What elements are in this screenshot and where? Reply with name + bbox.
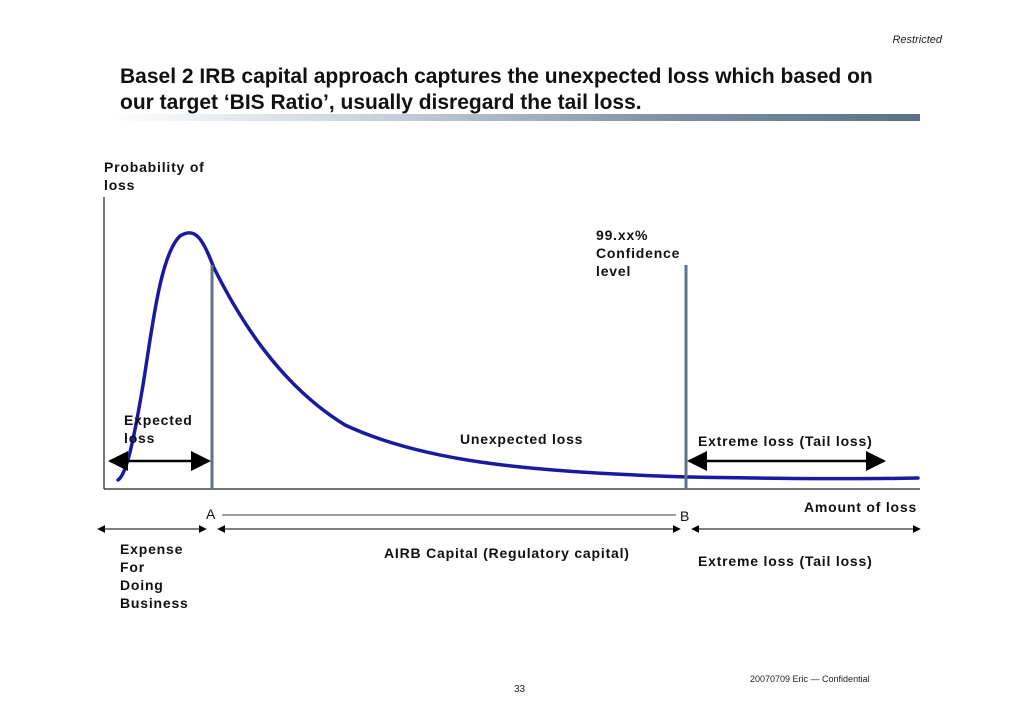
- extreme-loss-lower-label: Extreme loss (Tail loss): [698, 553, 873, 569]
- x-axis-label: Amount of loss: [804, 499, 918, 515]
- restricted-label: Restricted: [892, 34, 942, 46]
- expense-for-doing-business-label: Expense For Doing Business: [120, 541, 189, 611]
- unexpected-loss-label: Unexpected loss: [460, 431, 584, 447]
- loss-distribution-curve: [116, 231, 920, 482]
- confidence-level-label: 99.xx% Confidence level: [596, 227, 681, 279]
- page-title: Basel 2 IRB capital approach captures th…: [120, 64, 940, 116]
- marker-b-label: B: [680, 508, 690, 524]
- title-line-2: our target ‘BIS Ratio’, usually disregar…: [120, 91, 642, 114]
- title-line-1: Basel 2 IRB capital approach captures th…: [120, 65, 873, 88]
- expected-loss-label: Expected loss: [124, 412, 193, 446]
- title-underline-bar: [108, 114, 920, 121]
- page-number: 33: [514, 684, 526, 695]
- confidential-footer: 20070709 Eric — Confidential: [750, 674, 870, 684]
- airb-capital-label: AIRB Capital (Regulatory capital): [384, 545, 630, 561]
- marker-a-label: A: [206, 506, 216, 522]
- y-axis-label: Probability of loss: [104, 159, 205, 193]
- extreme-loss-upper-label: Extreme loss (Tail loss): [698, 433, 873, 449]
